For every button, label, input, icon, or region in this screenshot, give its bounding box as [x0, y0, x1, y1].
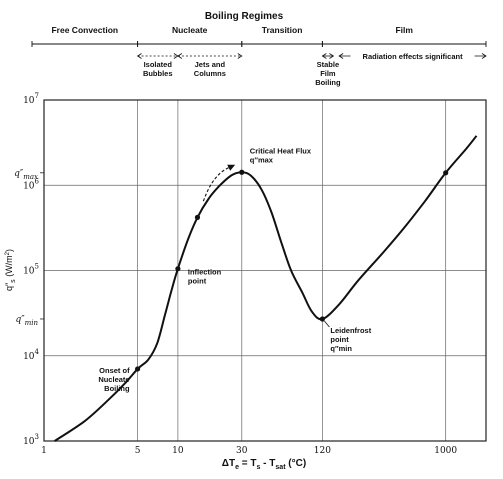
y-tick-label: 107	[23, 92, 39, 106]
x-tick-label: 5	[135, 446, 141, 456]
x-tick-label: 1	[41, 446, 47, 456]
annotation-onset: Nucleate	[98, 375, 129, 384]
sub-regime-arrow	[481, 53, 487, 59]
plot-frame	[43, 99, 487, 442]
sub-regime-arrow	[321, 53, 327, 59]
annotations: Onset ofNucleateBoilingInflectionpointCr…	[98, 146, 371, 393]
y-marker-label: q″max	[14, 169, 38, 181]
sub-regime-arrow	[329, 53, 335, 59]
y-axis-label: q″s (W/m2)	[4, 249, 17, 291]
sub-regime-label: Radiation effects significant	[363, 52, 464, 61]
x-axis-label: ΔTe = Ts - Tsat (°C)	[222, 458, 306, 471]
curve-point	[175, 266, 181, 272]
progress-arrow	[202, 164, 236, 202]
curve-point	[194, 214, 201, 220]
arrow-head	[227, 164, 236, 171]
chart-title: Boiling Regimes	[205, 11, 284, 22]
annotation-onset: Onset of	[99, 366, 130, 375]
curve-point	[134, 366, 141, 372]
boiling-curve	[54, 135, 478, 442]
annotation-chf: Critical Heat Flux	[250, 146, 312, 155]
regime-header: Free Convection Nucleate Transition Film Iso…	[31, 25, 487, 87]
x-tick-label: 10	[172, 446, 184, 456]
sub-regime-arrow	[177, 53, 183, 59]
sub-regime-arrow	[136, 53, 142, 59]
annotation-leader	[324, 320, 330, 328]
curve-point	[319, 316, 325, 322]
sub-regime-label: Boiling	[315, 78, 341, 87]
y-tick-label: 104	[23, 348, 39, 362]
sub-regime-label: Bubbles	[143, 69, 173, 78]
y-tick-label: 105	[23, 263, 39, 277]
sub-regime-label: Jets and	[195, 60, 226, 69]
annotation-chf: q″max	[250, 155, 274, 164]
x-tick-label: 1000	[434, 446, 457, 456]
x-tick-label: 30	[236, 446, 248, 456]
regime-label: Transition	[262, 25, 303, 35]
curve-point	[239, 169, 245, 175]
annotation-leidenfrost: Leidenfrost	[330, 326, 371, 335]
regime-label: Free Convection	[51, 25, 118, 35]
annotation-leidenfrost: q″min	[330, 344, 352, 353]
annotation-onset: Boiling	[104, 384, 130, 393]
annotation-inflection: point	[188, 277, 207, 286]
curve-point	[443, 170, 449, 176]
sub-regime-label: Isolated	[144, 60, 173, 69]
arrow-line	[202, 166, 232, 202]
sub-regime-label: Stable	[317, 60, 340, 69]
sub-regime-label: Columns	[194, 69, 226, 78]
regime-label: Nucleate	[172, 25, 208, 35]
y-marker-label: q″min	[15, 315, 38, 327]
curve-points	[134, 169, 449, 372]
regime-label: Film	[395, 25, 413, 35]
annotation-leidenfrost: point	[330, 335, 349, 344]
x-tick-label: 120	[314, 446, 331, 456]
y-tick-label: 106	[23, 177, 39, 191]
sub-regime-arrow	[237, 53, 243, 59]
sub-regime-label: Film	[320, 69, 336, 78]
annotation-inflection: Inflection	[188, 268, 222, 277]
sub-regime-arrow	[338, 53, 344, 59]
axis-ticks: 1 5 10 30 120 1000 103 104 105 106 107 q″max q″min	[14, 92, 457, 456]
sub-regime-label-bg	[350, 50, 475, 61]
y-tick-label: 103	[23, 433, 39, 447]
